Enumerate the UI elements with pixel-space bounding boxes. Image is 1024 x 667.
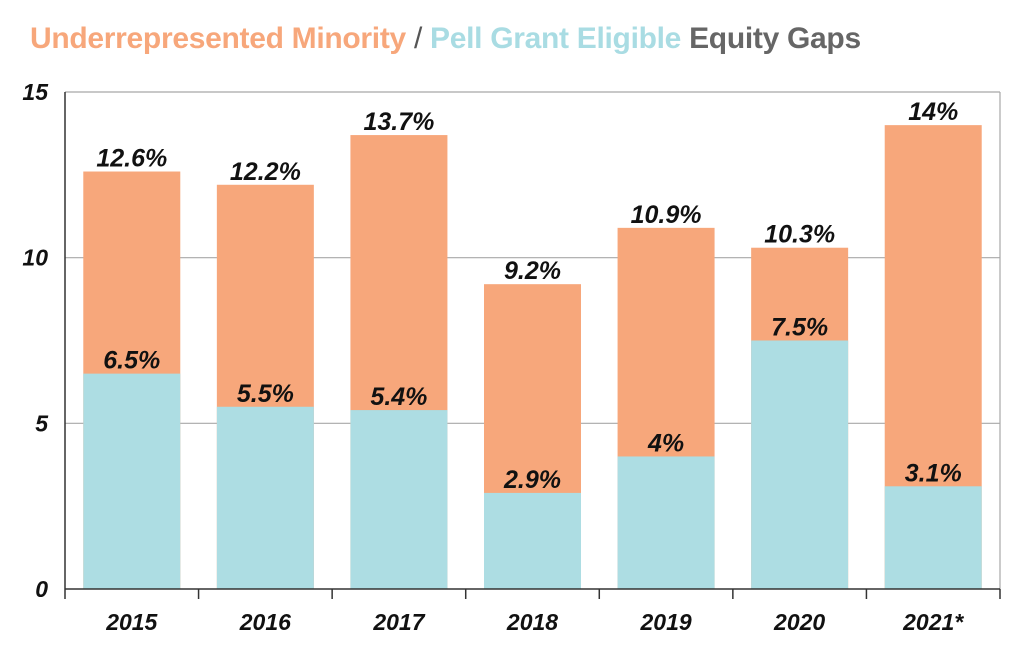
title-urm: Underrepresented Minority (30, 22, 406, 55)
y-tick-label-0: 0 (35, 576, 48, 602)
x-tick-label-2018: 2018 (506, 609, 558, 635)
x-tick-label-2020: 2020 (773, 609, 825, 635)
bar-pell-2017 (350, 410, 448, 589)
bar-pell-2019 (617, 456, 715, 589)
x-tick-label-2021: 2021* (902, 609, 964, 635)
data-label-pell-2016: 5.5% (237, 380, 294, 408)
y-tick-label-10: 10 (22, 245, 48, 271)
data-label-pell-2020: 7.5% (771, 314, 828, 342)
bar-pell-2018 (484, 492, 581, 589)
data-label-pell-2021: 3.1% (905, 459, 962, 487)
data-label-urm-2020: 10.3% (764, 221, 835, 249)
title-rest: Equity Gaps (681, 22, 861, 55)
data-label-urm-2018: 9.2% (504, 257, 561, 285)
data-label-pell-2017: 5.4% (370, 383, 427, 411)
data-label-urm-2017: 13.7% (363, 108, 434, 136)
data-label-urm-2015: 12.6% (96, 145, 167, 173)
chart-title: Underrepresented Minority / Pell Grant E… (30, 22, 861, 56)
bar-pell-2020 (751, 340, 849, 589)
x-tick-label-2017: 2017 (372, 609, 425, 635)
data-label-pell-2018: 2.9% (503, 466, 561, 494)
y-tick-label-5: 5 (35, 410, 49, 436)
x-tick-label-2016: 2016 (239, 609, 291, 635)
x-tick-label-2015: 2015 (105, 609, 158, 635)
data-label-urm-2016: 12.2% (230, 158, 301, 186)
bar-pell-2016 (216, 406, 314, 589)
bar-pell-2015 (83, 373, 181, 589)
x-tick-label-2019: 2019 (639, 609, 691, 635)
data-label-pell-2019: 4% (647, 429, 684, 457)
data-label-urm-2019: 10.9% (631, 201, 702, 229)
title-pell: Pell Grant Eligible (430, 22, 682, 55)
data-label-pell-2015: 6.5% (103, 347, 160, 375)
y-tick-label-15: 15 (22, 79, 49, 105)
bar-pell-2021 (884, 486, 982, 589)
title-separator: / (405, 22, 431, 55)
data-label-urm-2021: 14% (908, 98, 958, 126)
